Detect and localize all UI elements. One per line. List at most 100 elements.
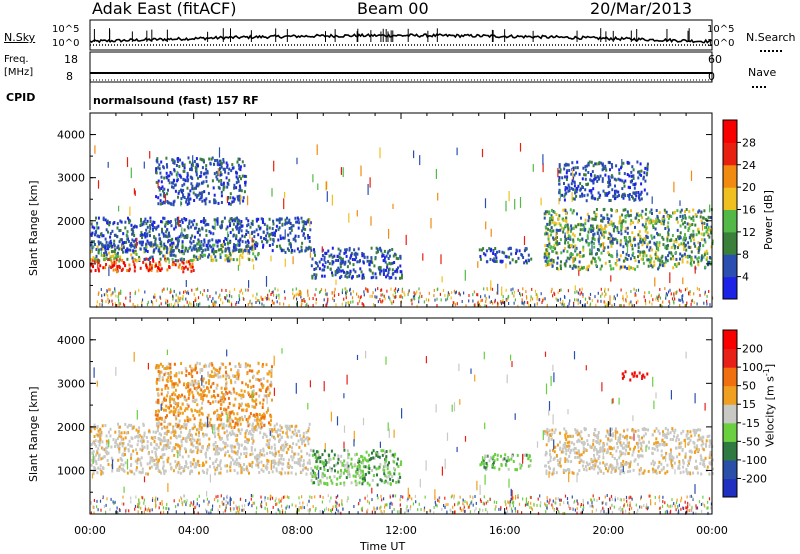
power-cell [658, 244, 661, 248]
velocity-cell [251, 424, 254, 428]
velocity-cell [213, 426, 216, 430]
velocity-cell [295, 443, 298, 446]
power-cell [648, 260, 651, 264]
power-cell [624, 242, 627, 246]
power-cell [655, 244, 658, 248]
power-cell [186, 202, 189, 206]
power-cell [315, 273, 318, 277]
power-noise-cell [604, 294, 606, 298]
power-cell [388, 248, 391, 252]
power-noise-cell [589, 302, 592, 306]
velocity-cell [248, 471, 250, 475]
power-cell [659, 233, 661, 237]
power-streak [388, 228, 390, 239]
velocity-cell [120, 463, 123, 466]
power-cell [575, 171, 577, 175]
power-cell [230, 169, 233, 173]
velocity-cell [98, 443, 101, 447]
time-axis-label: Time UT [360, 540, 406, 553]
power-cell [607, 185, 610, 189]
velocity-cell [284, 424, 287, 428]
velocity-cell [226, 437, 229, 441]
velocity-cell [161, 364, 164, 368]
power-cell [318, 260, 321, 264]
power-noise-cell [613, 303, 616, 306]
velocity-cell [156, 366, 158, 370]
velocity-cell [274, 437, 276, 441]
power-cell [624, 265, 626, 269]
velocity-cell [213, 423, 216, 427]
power-cell [121, 241, 124, 245]
velocity-cell [180, 430, 182, 434]
power-cell [229, 257, 232, 261]
velocity-cell [151, 436, 154, 440]
power-cell [233, 243, 236, 247]
power-cell [113, 250, 116, 253]
velocity-cell [220, 411, 223, 415]
velocity-cell [129, 444, 132, 448]
power-noise-cell [577, 298, 579, 302]
velocity-cell [240, 389, 243, 393]
power-noise-cell [97, 292, 99, 296]
power-cell [654, 227, 657, 231]
power-colorbar-swatch [723, 209, 737, 233]
power-noise-cell [346, 289, 348, 293]
power-noise-cell [138, 288, 140, 292]
power-noise-cell [637, 299, 639, 303]
power-cell [153, 236, 156, 239]
power-cell [343, 251, 346, 255]
velocity-cell [180, 425, 183, 429]
power-cell [572, 264, 575, 268]
power-cell [687, 241, 690, 245]
velocity-cell [142, 422, 145, 426]
power-cell [570, 229, 572, 233]
power-cell [708, 228, 711, 232]
power-cell [158, 163, 161, 167]
power-cell [655, 250, 657, 254]
velocity-cell [193, 423, 196, 427]
power-cell [706, 228, 709, 232]
power-cell [689, 234, 692, 238]
velocity-cell [215, 458, 218, 462]
power-cell [173, 168, 176, 172]
power-cell [104, 250, 107, 253]
power-cell [130, 253, 133, 257]
power-cell [183, 236, 186, 240]
power-cell [190, 269, 193, 273]
velocity-cell [306, 439, 309, 443]
power-cell [187, 226, 190, 230]
power-streak [564, 232, 566, 239]
power-cell [691, 223, 694, 226]
power-noise-cell [698, 288, 700, 291]
power-noise-cell [381, 288, 383, 292]
power-cell [286, 247, 289, 251]
velocity-cell [172, 410, 175, 414]
power-cell [596, 231, 599, 235]
power-cell [135, 225, 138, 229]
power-noise-cell [345, 296, 347, 300]
power-noise-cell [401, 287, 403, 291]
power-streak [481, 148, 484, 158]
velocity-cell [180, 466, 183, 469]
velocity-cell [247, 432, 250, 436]
velocity-cell [160, 433, 163, 437]
power-noise-cell [648, 291, 650, 294]
power-cell [239, 238, 242, 242]
power-cell [143, 247, 146, 251]
velocity-cell [174, 446, 177, 450]
power-cell [630, 174, 633, 178]
velocity-cell [153, 440, 156, 443]
power-cell [575, 225, 578, 229]
power-streak [572, 257, 574, 264]
velocity-cell [236, 412, 239, 416]
velocity-cell [100, 472, 103, 476]
power-cell [574, 244, 577, 248]
power-cell [222, 183, 225, 187]
power-streak [134, 190, 136, 196]
power-cell [173, 227, 176, 231]
power-streak [490, 280, 492, 291]
power-noise-cell [141, 298, 144, 302]
velocity-cell [103, 448, 106, 452]
velocity-cell [155, 466, 158, 470]
power-cell [234, 219, 237, 223]
